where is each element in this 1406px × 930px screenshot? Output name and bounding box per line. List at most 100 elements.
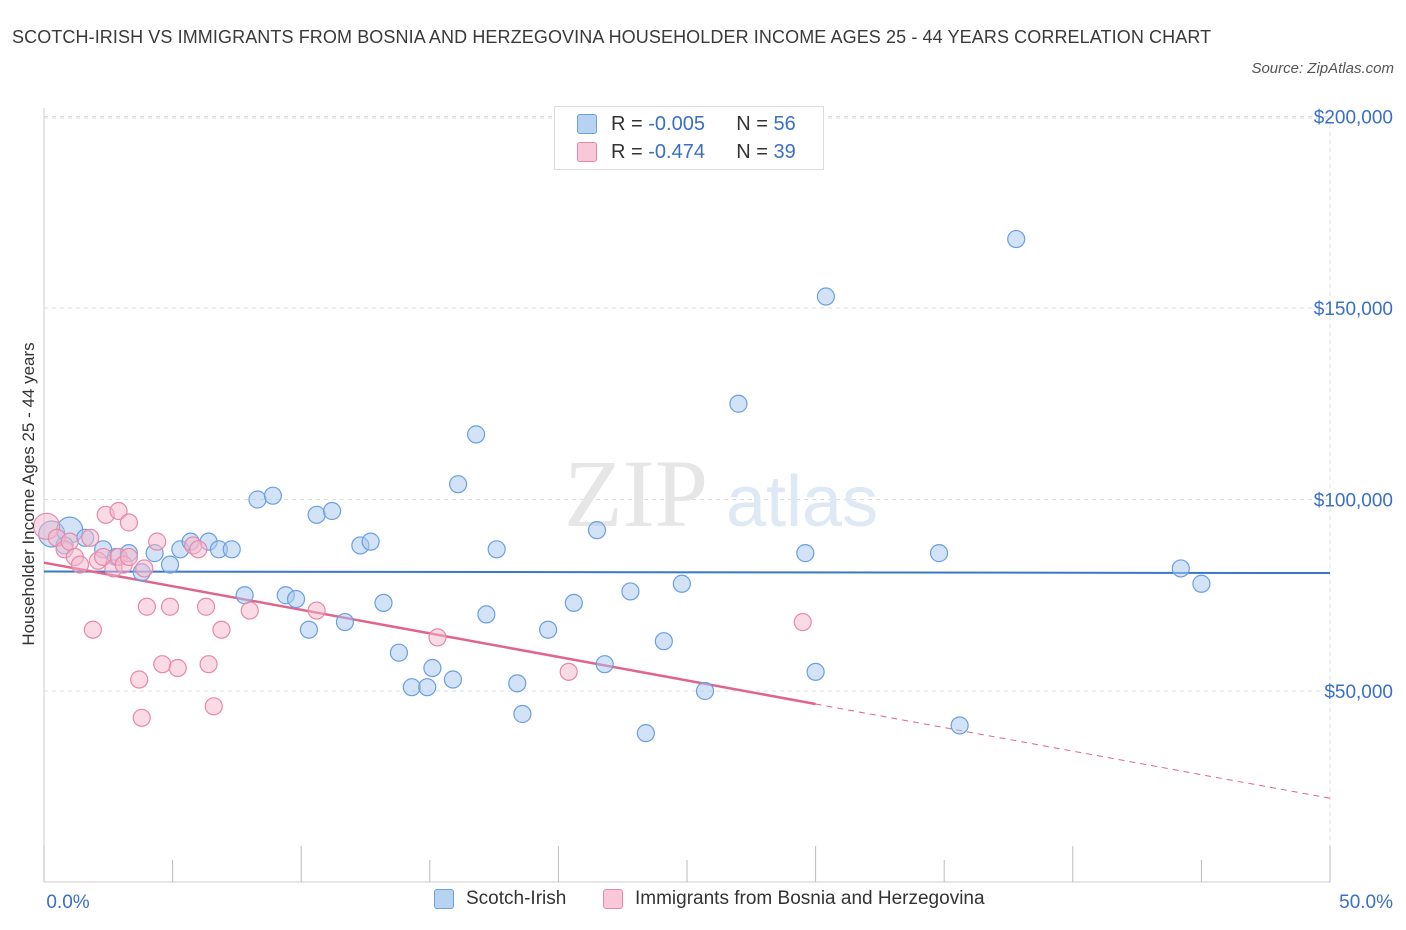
pink-swatch [603,889,623,909]
legend-label: Immigrants from Bosnia and Herzegovina [635,888,985,909]
watermark-atlas: atlas [726,462,878,542]
stats-legend: R = -0.005 N = 56 R = -0.474 N = 39 [554,106,824,170]
scotch-irish-point [222,540,241,559]
bosnia-point [132,708,151,727]
scotch-irish-point [796,544,815,563]
scotch-irish-point [1192,574,1211,593]
scotch-irish-point [539,620,558,639]
chart-title: SCOTCH-IRISH VS IMMIGRANTS FROM BOSNIA A… [12,27,1212,47]
scotch-irish-point [402,678,421,697]
scotch-irish-point [487,540,506,559]
bosnia-point [212,620,231,639]
bosnia-point [81,528,100,547]
n-value: 39 [773,140,796,163]
scotch-irish-point [672,574,691,593]
scotch-irish-point [248,490,267,509]
y-tick-label: $200,000 [1314,108,1393,129]
y-tick-label: $100,000 [1314,491,1393,512]
scotch-irish-point [160,555,180,574]
n-value: 56 [773,112,796,135]
bosnia-point [148,532,167,551]
scotch-irish-point [263,486,283,505]
blue-swatch [577,114,597,134]
bosnia-point [168,658,187,678]
bosnia-point [189,540,208,559]
scotch-irish-point [508,674,527,693]
scotch-irish-point [654,632,673,651]
scotch-irish-point [418,678,437,697]
r-label: R = [611,112,643,135]
bosnia-point [153,655,172,674]
scotch-irish-point [477,605,496,624]
scotch-irish-point [1007,229,1026,249]
scotch-irish-point [361,532,380,551]
trend-line [43,570,1331,575]
x-tick-label: 50.0% [1339,892,1393,913]
bosnia-point [559,662,578,681]
scotch-irish-point [950,716,969,735]
legend-row-scotch-irish: R = -0.005 N = 56 [577,111,796,137]
axes [43,108,1331,883]
blue-swatch [434,889,454,909]
legend-item-scotch-irish: Scotch-Irish [434,888,566,910]
r-label: R = [611,140,643,163]
tick-labels: $50,000 $100,000 $150,000 $200,000 0.0% 50.0% [46,108,1393,914]
bosnia-point [109,501,128,521]
scotch-irish-point [443,670,463,689]
source-note: Source: ZipAtlas.com [1251,60,1394,77]
pink-swatch [577,142,597,162]
scotch-irish-point [335,612,355,632]
bosnia-point [199,655,218,674]
scotch-irish-point [374,593,393,613]
bosnia-point [119,547,138,567]
scotch-irish-point [695,681,715,701]
bosnia-point [70,555,90,574]
scotch-irish-point [595,655,614,674]
scotch-irish-point [621,582,640,601]
bosnia-point [196,597,216,616]
n-label: N = [736,112,768,135]
r-value: -0.005 [648,112,705,135]
scotch-irish-point [389,643,409,662]
legend-label: Scotch-Irish [466,888,567,909]
scotch-irish-point [806,662,825,681]
scotch-irish-point [286,589,306,609]
n-label: N = [736,140,768,163]
scotch-irish-point [299,620,319,639]
scotch-irish-point [729,394,748,413]
scotch-irish-point [513,704,532,724]
bosnia-point [135,559,154,578]
watermark-zip: ZIP [564,440,708,547]
legend-item-bosnia: Immigrants from Bosnia and Herzegovina [603,888,985,910]
series-legend: Scotch-Irish Immigrants from Bosnia and … [0,888,1406,916]
scotch-irish-point [307,505,326,524]
bosnia-point [240,601,259,620]
bosnia-point [428,628,447,647]
bosnia-point [83,620,102,639]
scotch-irish-point [235,586,254,605]
bosnia-point [160,597,180,616]
bosnia-point [130,670,149,689]
scotch-irish-point [448,475,468,494]
y-tick-label: $150,000 [1314,299,1393,320]
data-points [32,229,1211,743]
r-value: -0.474 [648,140,705,163]
scotch-irish-point [1171,559,1190,578]
scotch-irish-point [564,593,583,613]
scotch-irish-point [816,287,835,306]
y-axis-label: Householder Income Ages 25 - 44 years [19,342,38,645]
bosnia-point [204,697,223,716]
x-tick-label: 0.0% [46,892,89,913]
bosnia-point [137,597,156,616]
scotch-irish-point [322,501,342,521]
watermark: ZIP atlas [564,440,878,547]
legend-row-bosnia: R = -0.474 N = 39 [577,139,796,165]
y-tick-label: $50,000 [1324,682,1393,703]
bosnia-point [119,513,138,532]
scotch-irish-point [466,425,486,444]
scotch-irish-point [929,544,949,563]
scotch-irish-point [636,724,655,743]
bosnia-point [793,612,812,632]
bosnia-point [60,532,79,551]
